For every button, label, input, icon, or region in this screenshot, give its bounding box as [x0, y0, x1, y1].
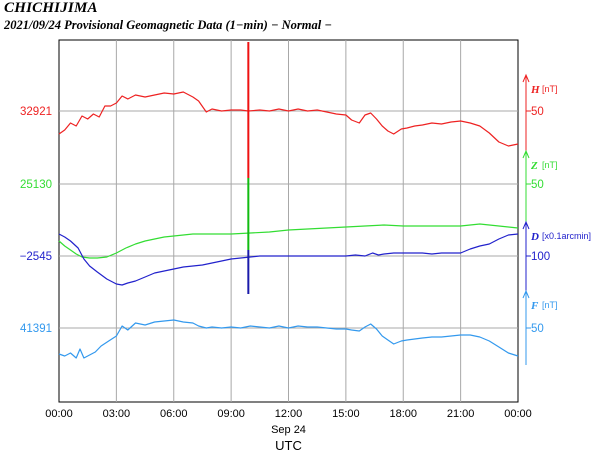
series-unit-d: [x0.1arcmin]	[542, 231, 591, 241]
right-tick-label-f: 50	[531, 323, 544, 335]
series-unit-z: [nT]	[542, 160, 558, 170]
station-title: CHICHIJIMA	[4, 0, 98, 16]
x-tick-label: 00:00	[45, 408, 73, 420]
axis-arrow-f	[522, 289, 530, 299]
left-baseline-label-h: 32921	[20, 106, 52, 118]
series-name-d: D	[530, 231, 539, 243]
series-line-f	[58, 319, 519, 359]
series-name-f: F	[530, 300, 539, 312]
right-tick-label-d: 100	[531, 251, 550, 263]
x-tick-label: 09:00	[217, 408, 245, 420]
x-tick-label: 00:00	[504, 408, 532, 420]
x-axis-label: UTC	[275, 438, 302, 453]
series-line-d	[58, 233, 519, 286]
series-unit-h: [nT]	[542, 84, 558, 94]
x-tick-label: 03:00	[103, 408, 131, 420]
x-date-label: Sep 24	[271, 424, 306, 436]
right-tick-label-h: 50	[531, 106, 544, 118]
chart-subtitle: 2021/09/24 Provisional Geomagnetic Data …	[4, 18, 332, 32]
x-tick-label: 06:00	[160, 408, 188, 420]
left-baseline-label-d: −2545	[20, 251, 52, 263]
series-line-z	[58, 223, 519, 259]
left-baseline-label-f: 41391	[20, 323, 52, 335]
series-line-h	[58, 91, 519, 147]
series-name-z: Z	[530, 160, 538, 172]
x-tick-label: 21:00	[447, 408, 475, 420]
series-name-h: H	[530, 84, 540, 96]
axis-arrow-d	[522, 220, 530, 230]
axis-arrow-z	[522, 149, 530, 159]
axis-arrow-h	[522, 73, 530, 83]
series-unit-f: [nT]	[542, 300, 558, 310]
x-tick-label: 12:00	[275, 408, 303, 420]
x-tick-label: 18:00	[389, 408, 417, 420]
right-tick-label-z: 50	[531, 179, 544, 191]
x-tick-label: 15:00	[332, 408, 360, 420]
left-baseline-label-z: 25130	[20, 179, 52, 191]
